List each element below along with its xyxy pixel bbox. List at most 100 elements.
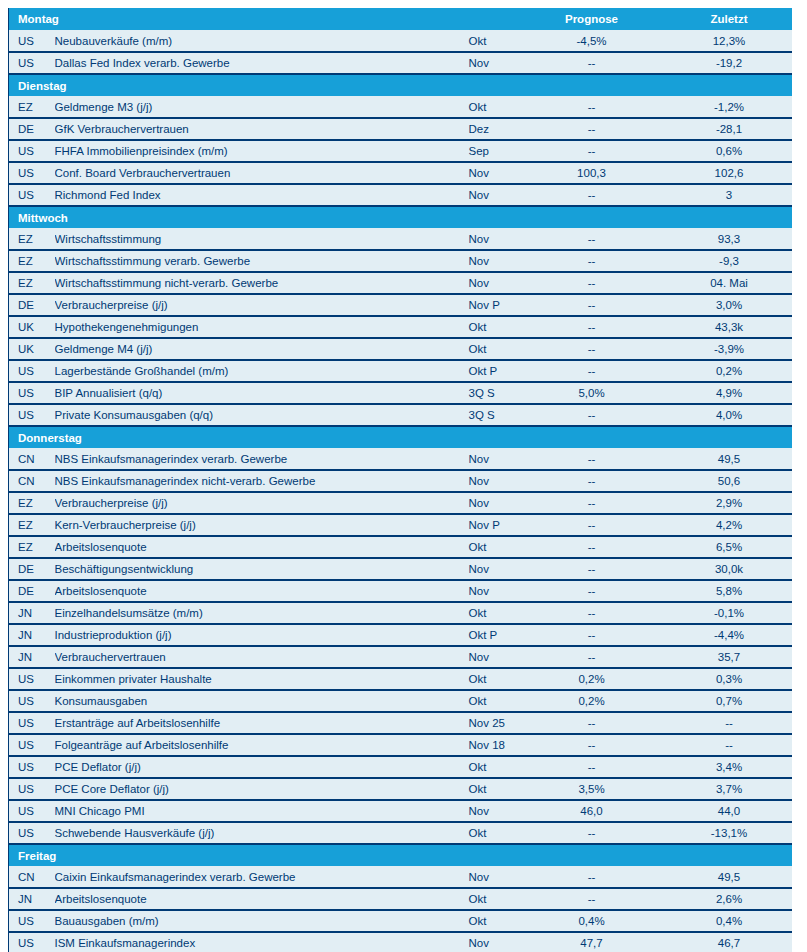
zuletzt-cell: -3,9% bbox=[637, 338, 792, 360]
prognose-cell: 3,5% bbox=[547, 778, 637, 800]
country-cell: JN bbox=[9, 602, 55, 624]
period-cell: Okt bbox=[463, 536, 547, 558]
prognose-cell: -- bbox=[547, 514, 637, 536]
period-cell: Nov bbox=[463, 646, 547, 668]
zuletzt-cell: 3 bbox=[637, 184, 792, 206]
indicator-cell: Richmond Fed Index bbox=[55, 184, 463, 206]
prognose-cell: 0,2% bbox=[547, 690, 637, 712]
period-cell: Sep bbox=[463, 140, 547, 162]
prognose-cell: -- bbox=[547, 646, 637, 668]
indicator-cell: MNI Chicago PMI bbox=[55, 800, 463, 822]
zuletzt-cell: 04. Mai bbox=[637, 272, 792, 294]
prognose-cell: 100,3 bbox=[547, 162, 637, 184]
table-row: CNCaixin Einkaufsmanagerindex verarb. Ge… bbox=[9, 866, 792, 888]
prognose-cell: -- bbox=[547, 272, 637, 294]
period-cell: 3Q S bbox=[463, 404, 547, 426]
day-label: Dienstag bbox=[9, 74, 547, 96]
prognose-cell: -- bbox=[547, 822, 637, 844]
period-cell: Okt bbox=[463, 30, 547, 52]
table-row: JNVerbrauchervertrauenNov--35,7 bbox=[9, 646, 792, 668]
zuletzt-cell: 35,7 bbox=[637, 646, 792, 668]
table-row: UKHypothekengenehmigungenOkt--43,3k bbox=[9, 316, 792, 338]
zuletzt-cell: 3,4% bbox=[637, 756, 792, 778]
indicator-cell: Geldmenge M3 (j/j) bbox=[55, 96, 463, 118]
indicator-cell: BIP Annualisiert (q/q) bbox=[55, 382, 463, 404]
period-cell: Okt bbox=[463, 668, 547, 690]
indicator-cell: PCE Core Deflator (j/j) bbox=[55, 778, 463, 800]
prognose-cell: 47,7 bbox=[547, 932, 637, 952]
table-row: JNIndustrieproduktion (j/j)Okt P---4,4% bbox=[9, 624, 792, 646]
table-row: USBauausgaben (m/m)Okt0,4%0,4% bbox=[9, 910, 792, 932]
table-row: DEGfK VerbrauchervertrauenDez---28,1 bbox=[9, 118, 792, 140]
zuletzt-column-header bbox=[637, 74, 792, 96]
zuletzt-column-header bbox=[637, 426, 792, 448]
zuletzt-cell: 0,6% bbox=[637, 140, 792, 162]
period-cell: Nov bbox=[463, 448, 547, 470]
indicator-cell: Wirtschaftsstimmung verarb. Gewerbe bbox=[55, 250, 463, 272]
table-row: EZWirtschaftsstimmung verarb. GewerbeNov… bbox=[9, 250, 792, 272]
table-row: UKGeldmenge M4 (j/j)Okt---3,9% bbox=[9, 338, 792, 360]
indicator-cell: Neubauverkäufe (m/m) bbox=[55, 30, 463, 52]
period-cell: Nov bbox=[463, 800, 547, 822]
period-cell: Nov bbox=[463, 558, 547, 580]
table-row: EZKern-Verbraucherpreise (j/j)Nov P--4,2… bbox=[9, 514, 792, 536]
country-cell: CN bbox=[9, 866, 55, 888]
zuletzt-cell: -4,4% bbox=[637, 624, 792, 646]
table-row: USRichmond Fed IndexNov--3 bbox=[9, 184, 792, 206]
indicator-cell: Industrieproduktion (j/j) bbox=[55, 624, 463, 646]
zuletzt-cell: 3,7% bbox=[637, 778, 792, 800]
zuletzt-cell: 49,5 bbox=[637, 866, 792, 888]
table-row: USLagerbestände Großhandel (m/m)Okt P--0… bbox=[9, 360, 792, 382]
indicator-cell: Bauausgaben (m/m) bbox=[55, 910, 463, 932]
country-cell: US bbox=[9, 404, 55, 426]
prognose-cell: -- bbox=[547, 712, 637, 734]
prognose-cell: -- bbox=[547, 140, 637, 162]
zuletzt-cell: -- bbox=[637, 712, 792, 734]
prognose-cell: 46,0 bbox=[547, 800, 637, 822]
prognose-cell: -- bbox=[547, 492, 637, 514]
period-cell: Nov bbox=[463, 228, 547, 250]
indicator-cell: Kern-Verbraucherpreise (j/j) bbox=[55, 514, 463, 536]
table-row: USConf. Board VerbrauchervertrauenNov100… bbox=[9, 162, 792, 184]
indicator-cell: Dallas Fed Index verarb. Gewerbe bbox=[55, 52, 463, 74]
prognose-cell: -- bbox=[547, 756, 637, 778]
economic-calendar: MontagPrognoseZuletztUSNeubauverkäufe (m… bbox=[8, 8, 791, 952]
period-cell: Okt bbox=[463, 822, 547, 844]
country-cell: UK bbox=[9, 338, 55, 360]
table-row: USDallas Fed Index verarb. GewerbeNov---… bbox=[9, 52, 792, 74]
country-cell: US bbox=[9, 822, 55, 844]
period-cell: Nov bbox=[463, 580, 547, 602]
country-cell: EZ bbox=[9, 536, 55, 558]
indicator-cell: Erstanträge auf Arbeitslosenhilfe bbox=[55, 712, 463, 734]
prognose-cell: -- bbox=[547, 866, 637, 888]
table-row: EZGeldmenge M3 (j/j)Okt---1,2% bbox=[9, 96, 792, 118]
table-row: JNEinzelhandelsumsätze (m/m)Okt---0,1% bbox=[9, 602, 792, 624]
prognose-column-header: Prognose bbox=[547, 8, 637, 30]
prognose-cell: -- bbox=[547, 316, 637, 338]
zuletzt-cell: 49,5 bbox=[637, 448, 792, 470]
zuletzt-cell: -9,3 bbox=[637, 250, 792, 272]
indicator-cell: Caixin Einkaufsmanagerindex verarb. Gewe… bbox=[55, 866, 463, 888]
prognose-cell: -- bbox=[547, 734, 637, 756]
table-row: USBIP Annualisiert (q/q)3Q S5,0%4,9% bbox=[9, 382, 792, 404]
country-cell: EZ bbox=[9, 228, 55, 250]
zuletzt-cell: 46,7 bbox=[637, 932, 792, 952]
country-cell: US bbox=[9, 52, 55, 74]
prognose-cell: -- bbox=[547, 470, 637, 492]
zuletzt-column-header bbox=[637, 844, 792, 866]
country-cell: DE bbox=[9, 294, 55, 316]
prognose-column-header bbox=[547, 844, 637, 866]
prognose-cell: -- bbox=[547, 228, 637, 250]
country-cell: US bbox=[9, 910, 55, 932]
period-cell: Nov P bbox=[463, 294, 547, 316]
country-cell: US bbox=[9, 140, 55, 162]
period-cell: Nov 25 bbox=[463, 712, 547, 734]
zuletzt-cell: 0,7% bbox=[637, 690, 792, 712]
indicator-cell: Folgeanträge auf Arbeitslosenhilfe bbox=[55, 734, 463, 756]
table-row: USMNI Chicago PMINov46,044,0 bbox=[9, 800, 792, 822]
country-cell: JN bbox=[9, 624, 55, 646]
indicator-cell: Private Konsumausgaben (q/q) bbox=[55, 404, 463, 426]
zuletzt-cell: 0,3% bbox=[637, 668, 792, 690]
prognose-column-header bbox=[547, 74, 637, 96]
table-row: DEArbeitslosenquoteNov--5,8% bbox=[9, 580, 792, 602]
